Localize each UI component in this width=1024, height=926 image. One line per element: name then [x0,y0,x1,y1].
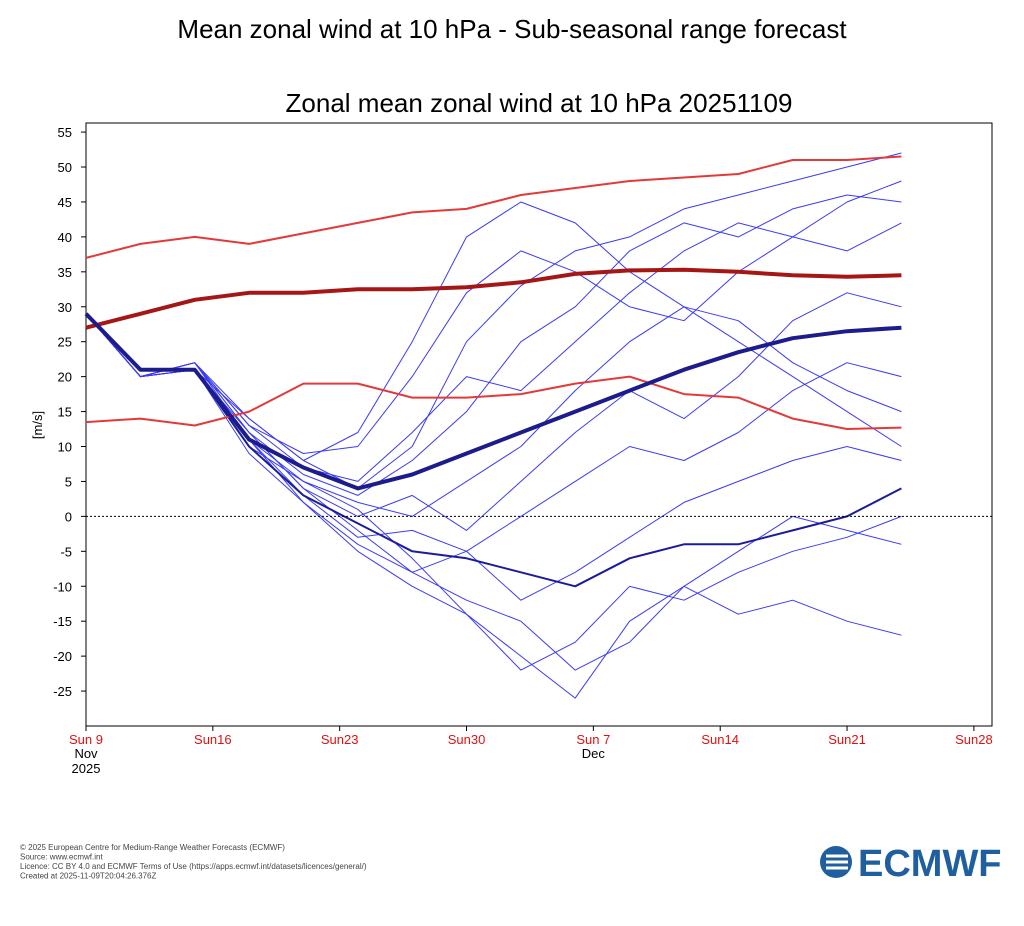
x-month-label: Dec [582,746,606,761]
x-tick-label: Sun21 [828,732,866,747]
x-tick-label: Sun14 [701,732,739,747]
x-tick-label: Sun 7 [576,732,610,747]
series-line [85,267,902,330]
series-line [85,375,902,430]
logo-text: ECMWF [858,843,1002,885]
series-line [85,306,902,517]
y-tick-label: 40 [58,230,72,245]
footer-line: Created at 2025-11-09T20:04:26.376Z [20,872,157,881]
y-tick-label: 35 [58,265,72,280]
y-tick-label: 15 [58,405,72,420]
y-tick-label: 5 [65,474,72,489]
y-tick-label: -25 [53,684,72,699]
series-line [85,313,902,671]
x-tick-label: Sun28 [955,732,993,747]
y-tick-label: 20 [58,370,72,385]
logo: ECMWF [820,843,1002,885]
y-tick-label: -20 [53,649,72,664]
series-line [84,312,902,491]
series-line [85,313,902,588]
series-line [85,313,902,552]
series-line [85,313,902,601]
footer: © 2025 European Centre for Medium-Range … [20,843,367,881]
plot-frame [85,122,993,727]
series-line [85,201,902,461]
y-tick-label: 50 [58,160,72,175]
x-tick-label: Sun23 [321,732,359,747]
plot: -25-20-15-10-50510152025303540455055Sun … [53,122,993,776]
series-line [85,152,902,489]
series-line [85,155,902,259]
y-tick-label: 55 [58,125,72,140]
series-line [85,292,902,531]
y-tick-label: 30 [58,300,72,315]
footer-line: © 2025 European Centre for Medium-Range … [20,843,285,852]
x-tick-label: Sun 9 [69,732,103,747]
x-tick-label: Sun30 [448,732,486,747]
series-line [85,222,902,482]
footer-line: Licence: CC BY 4.0 and ECMWF Terms of Us… [20,862,367,871]
x-tick-label: Sun16 [194,732,232,747]
y-tick-label: 25 [58,335,72,350]
y-axis-label: [m/s] [30,411,45,439]
page-title: Mean zonal wind at 10 hPa - Sub-seasonal… [177,14,847,44]
series-line [85,313,902,671]
y-tick-label: -10 [53,579,72,594]
y-tick-label: -5 [60,544,72,559]
chart-title: Zonal mean zonal wind at 10 hPa 20251109 [286,88,793,118]
y-tick-label: 0 [65,509,72,524]
y-tick-label: -15 [53,614,72,629]
x-month-label: Nov [74,746,98,761]
x-year-label: 2025 [72,761,101,776]
logo-icon-lines [826,854,848,870]
footer-line: Source: www.ecmwf.int [20,853,103,862]
y-tick-label: 10 [58,440,72,455]
series-line [85,194,902,496]
y-tick-label: 45 [58,195,72,210]
